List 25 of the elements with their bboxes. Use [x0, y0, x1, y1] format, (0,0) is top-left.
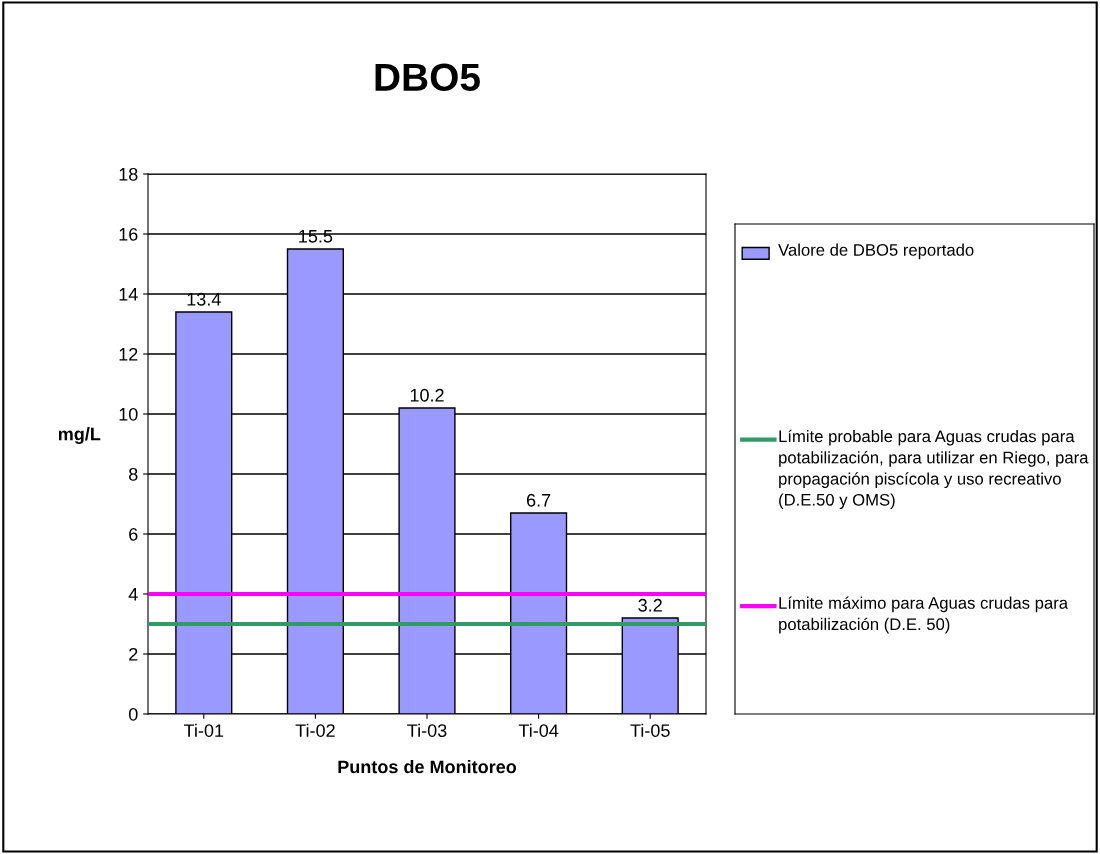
data-label: 3.2	[638, 598, 662, 612]
legend-label: Límite probable para Aguas crudas para potabilización, para utilizar en Riego, para propagación piscícola y uso recreativo (D.E.50 y OMS)	[779, 429, 1089, 510]
y-tick-label: 14	[119, 288, 138, 301]
y-tick-label: 6	[129, 527, 138, 541]
y-tick-label: 18	[119, 167, 138, 181]
y-tick-label: 0	[128, 707, 138, 721]
x-tick-label: Ti-03	[407, 723, 447, 737]
x-tick-label: Ti-01	[183, 723, 224, 737]
chart-title: DBO5	[375, 63, 480, 92]
data-label: 13.4	[187, 292, 221, 306]
data-label: 10.2	[410, 388, 444, 402]
data-label: 6.7	[526, 493, 551, 507]
y-tick-label: 2	[129, 647, 138, 661]
y-tick-label: 10	[119, 407, 138, 421]
legend-label: Valore de DBO5 reportado	[778, 243, 974, 260]
y-tick-label: 8	[129, 467, 138, 481]
y-axis-title: mg/L	[58, 427, 101, 444]
y-tick-label: 12	[119, 347, 138, 361]
x-tick-label: Ti-02	[295, 723, 335, 737]
y-tick-label: 4	[128, 588, 138, 601]
y-tick-label: 16	[119, 227, 138, 241]
x-axis-title: Puntos de Monitoreo	[338, 760, 517, 774]
x-tick-label: Ti-04	[518, 723, 559, 737]
legend-label: Límite máximo para Aguas crudas para potabilización (D.E. 50)	[779, 596, 1069, 634]
x-tick-label: Ti-05	[630, 723, 670, 737]
